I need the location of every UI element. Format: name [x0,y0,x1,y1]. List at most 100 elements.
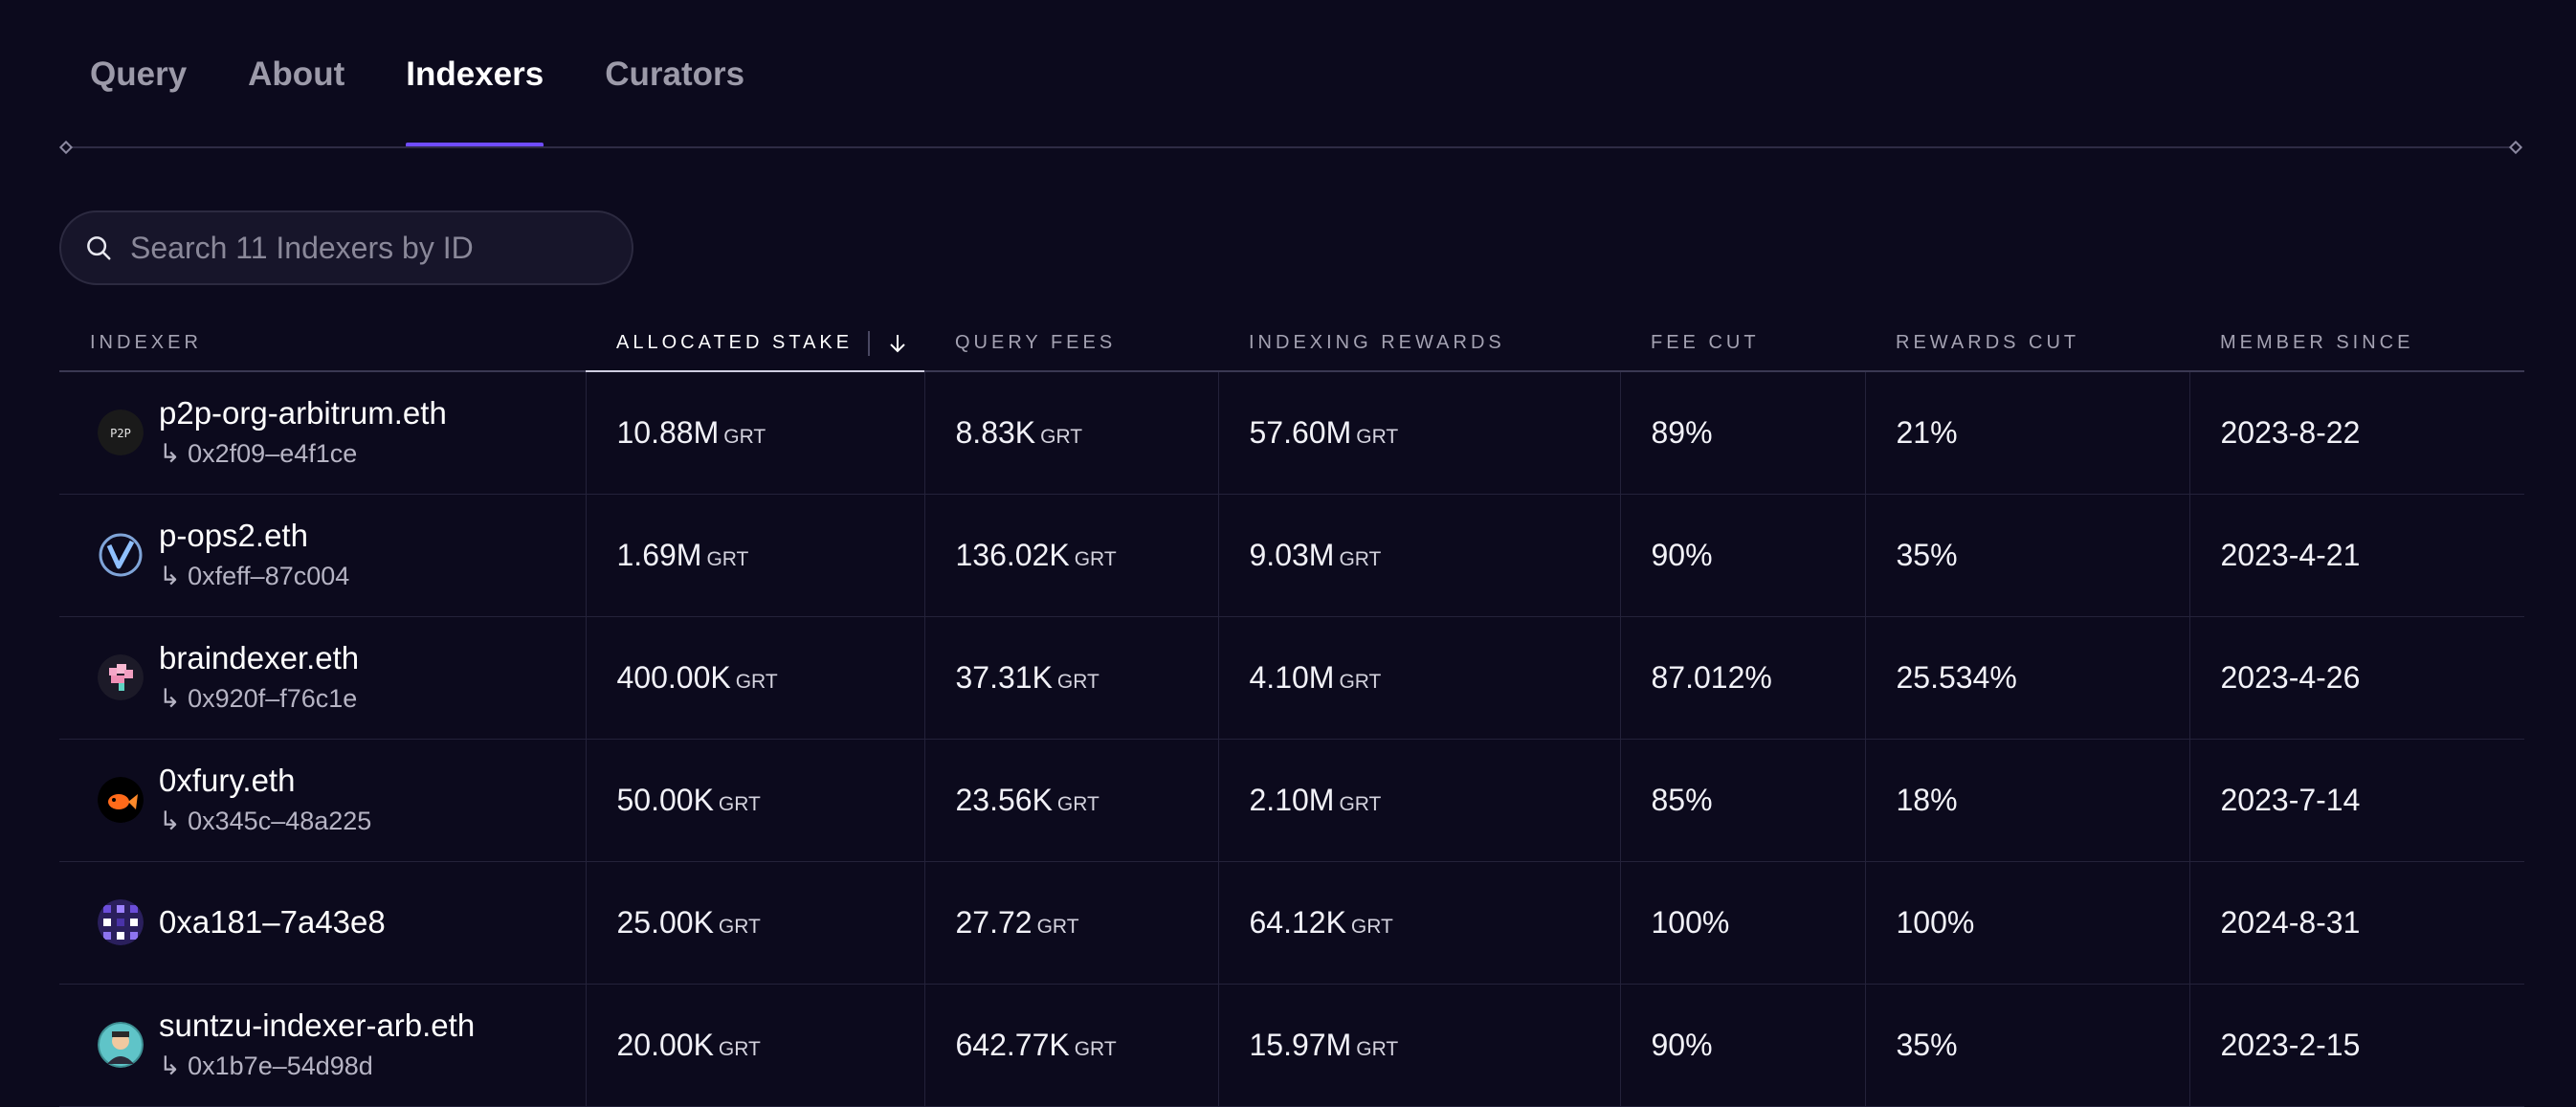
indexing-rewards-value: 9.03M [1249,537,1335,572]
tab-indexers[interactable]: Indexers [375,0,574,149]
query-fees-cell: 136.02K GRT [923,494,1218,617]
member-since-cell: 2023-4-21 [2188,494,2524,617]
tab-about[interactable]: About [248,55,345,93]
indexing-rewards-value: 4.10M [1249,659,1335,695]
member-since-cell: 2023-2-15 [2188,984,2524,1107]
allocated-stake-cell: 1.69M GRT [585,494,924,617]
indexer-name[interactable]: p-ops2.eth [159,518,308,553]
allocated-stake-value: 400.00K [616,659,731,695]
header-query-fees[interactable]: QUERY FEES [924,316,1218,372]
member-since-cell: 2024-8-31 [2188,861,2524,985]
query-fees-value: 37.31K [955,659,1053,695]
header-indexer[interactable]: INDEXER [59,316,586,372]
allocated-stake-cell: 25.00K GRT [585,861,924,985]
allocated-stake-value: 10.88M [616,414,720,450]
grt-unit: GRT [718,1037,761,1060]
indexer-name[interactable]: 0xa181–7a43e8 [159,904,386,940]
indexing-rewards-value: 57.60M [1249,414,1352,450]
grt-unit: GRT [718,792,761,815]
grt-unit: GRT [1339,547,1382,570]
grt-unit: GRT [1350,915,1393,938]
indexer-cell[interactable]: braindexer.eth ↳ 0x920f–f76c1e [59,616,586,740]
grt-unit: GRT [1356,425,1399,448]
query-fees-value: 27.72 [955,904,1033,940]
indexer-address: ↳ 0x345c–48a225 [159,807,372,835]
indexer-address: ↳ 0x920f–f76c1e [159,684,358,713]
member-since-cell: 2023-4-26 [2188,616,2524,740]
table-row[interactable]: p-ops2.eth ↳ 0xfeff–87c004 1.69M GRT 136.02K… [59,494,2524,617]
header-rewards-cut[interactable]: REWARDS CUT [1865,316,2189,372]
v-logo-icon [98,532,144,578]
grt-unit: GRT [735,670,778,693]
grt-unit: GRT [1036,915,1079,938]
search-icon [87,236,111,260]
rewards-cut-cell: 35% [1864,494,2189,617]
allocated-stake-cell: 10.88M GRT [585,371,924,495]
pixel-avatar-icon [98,899,144,945]
header-indexing-rewards[interactable]: INDEXING REWARDS [1218,316,1620,372]
fee-cut-cell: 87.012% [1619,616,1865,740]
table-row[interactable]: suntzu-indexer-arb.eth ↳ 0x1b7e–54d98d 20.… [59,984,2524,1107]
sort-arrow-down-icon[interactable] [887,332,908,355]
query-fees-cell: 27.72 GRT [923,861,1218,985]
table-row[interactable]: braindexer.eth ↳ 0x920f–f76c1e 400.00K GRT 3… [59,616,2524,740]
fee-cut-cell: 85% [1619,739,1865,862]
header-fee-cut[interactable]: FEE CUT [1620,316,1865,372]
search-box[interactable] [59,210,633,285]
fish-logo-icon [98,777,144,823]
indexer-cell[interactable]: 0xa181–7a43e8 [59,861,586,985]
indexer-name[interactable]: suntzu-indexer-arb.eth [159,1007,476,1043]
member-since-cell: 2023-7-14 [2188,739,2524,862]
rewards-cut-cell: 18% [1864,739,2189,862]
grt-unit: GRT [723,425,766,448]
indexer-address: ↳ 0x2f09–e4f1ce [159,439,358,469]
grt-unit: GRT [1056,792,1099,815]
grt-unit: GRT [1339,792,1382,815]
indexers-table: INDEXER ALLOCATED STAKE QUERY FEES INDEX… [59,316,2524,1107]
rewards-cut-cell: 35% [1864,984,2189,1107]
indexer-cell[interactable]: 0xfury.eth ↳ 0x345c–48a225 [59,739,586,862]
table-row[interactable]: 0xfury.eth ↳ 0x345c–48a225 50.00K GRT 23.56K… [59,739,2524,862]
header-member-since[interactable]: MEMBER SINCE [2189,316,2524,372]
fee-cut-cell: 90% [1619,494,1865,617]
tab-bar: Query About Indexers Curators [59,0,775,149]
fee-cut-cell: 89% [1619,371,1865,495]
indexer-name[interactable]: p2p-org-arbitrum.eth [159,395,447,432]
indexing-rewards-value: 15.97M [1249,1027,1352,1062]
indexer-address: ↳ 0x1b7e–54d98d [159,1052,373,1080]
indexer-address: ↳ 0xfeff–87c004 [159,562,350,590]
p2p-logo-icon: P2P [98,410,144,456]
indexing-rewards-cell: 4.10M GRT [1217,616,1620,740]
indexing-rewards-cell: 15.97M GRT [1217,984,1620,1107]
tab-query[interactable]: Query [90,55,188,93]
tab-divider [67,146,2517,148]
search-input[interactable] [130,212,632,283]
indexer-name[interactable]: braindexer.eth [159,640,360,675]
allocated-stake-value: 50.00K [616,782,714,817]
table-header-row: INDEXER ALLOCATED STAKE QUERY FEES INDEX… [59,316,2524,372]
header-allocated-stake[interactable]: ALLOCATED STAKE [586,316,924,372]
allocated-stake-cell: 50.00K GRT [585,739,924,862]
query-fees-value: 23.56K [955,782,1053,817]
indexer-name[interactable]: 0xfury.eth [159,763,296,798]
header-allocated-stake-label: ALLOCATED STAKE [616,332,854,353]
table-row[interactable]: 0xa181–7a43e8 25.00K GRT 27.72 GRT 64.12K GRT 1… [59,861,2524,985]
member-since-cell: 2023-8-22 [2188,371,2524,495]
indexer-cell[interactable]: P2P p2p-org-arbitrum.eth ↳ 0x2f09–e4f1ce [59,371,586,495]
query-fees-value: 642.77K [955,1027,1070,1062]
rewards-cut-cell: 21% [1864,371,2189,495]
grt-unit: GRT [1074,1037,1117,1060]
fee-cut-cell: 90% [1619,984,1865,1107]
grt-unit: GRT [1339,670,1382,693]
svg-text:P2P: P2P [110,427,131,440]
indexer-cell[interactable]: p-ops2.eth ↳ 0xfeff–87c004 [59,494,586,617]
rewards-cut-cell: 25.534% [1864,616,2189,740]
tab-curators[interactable]: Curators [605,55,745,93]
brain-logo-icon [98,654,144,700]
portrait-avatar-icon [98,1022,144,1068]
allocated-stake-value: 20.00K [616,1027,714,1062]
table-row[interactable]: P2P p2p-org-arbitrum.eth ↳ 0x2f09–e4f1ce 10… [59,371,2524,495]
rewards-cut-cell: 100% [1864,861,2189,985]
indexer-cell[interactable]: suntzu-indexer-arb.eth ↳ 0x1b7e–54d98d [59,984,586,1107]
indexing-rewards-value: 64.12K [1249,904,1346,940]
